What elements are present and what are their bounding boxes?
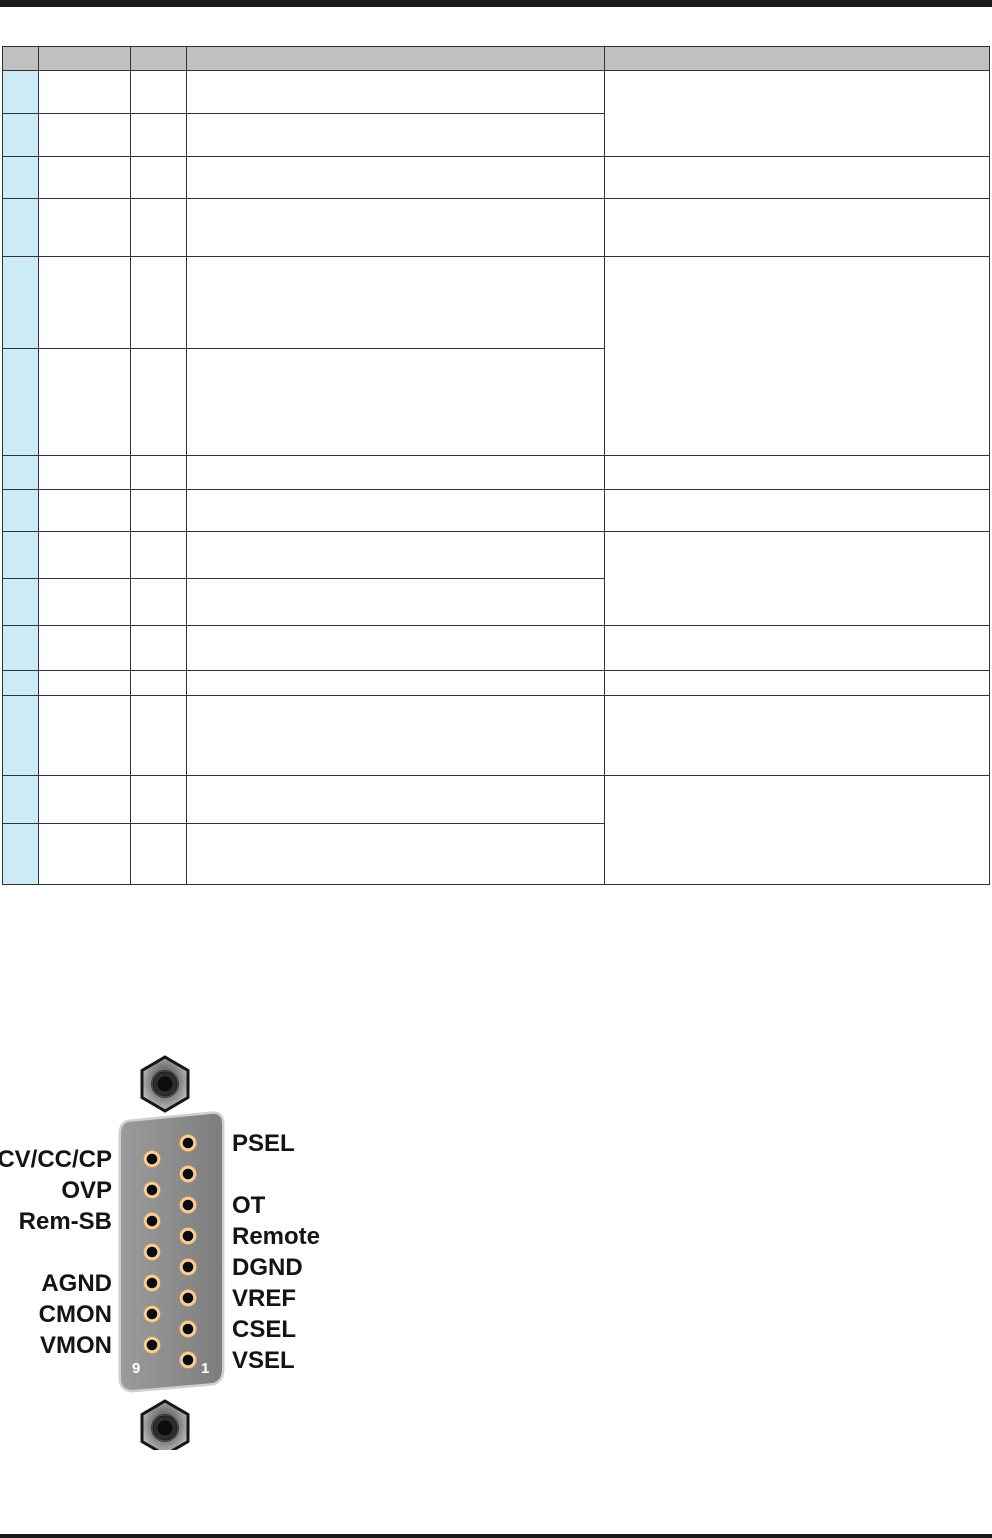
svg-text:AGND: AGND bbox=[41, 1270, 112, 1297]
svg-text:DGND: DGND bbox=[232, 1254, 303, 1281]
svg-text:CV/CC/CP: CV/CC/CP bbox=[0, 1146, 112, 1173]
svg-text:CSEL: CSEL bbox=[232, 1316, 296, 1343]
svg-text:Remote: Remote bbox=[232, 1223, 320, 1250]
svg-text:CMON: CMON bbox=[39, 1301, 112, 1328]
svg-text:1: 1 bbox=[201, 1360, 209, 1377]
svg-text:VREF: VREF bbox=[232, 1285, 296, 1312]
svg-text:OT: OT bbox=[232, 1192, 266, 1219]
svg-text:VSEL: VSEL bbox=[232, 1347, 295, 1374]
svg-text:Rem-SB: Rem-SB bbox=[19, 1208, 112, 1235]
svg-text:OVP: OVP bbox=[61, 1177, 112, 1204]
svg-text:VMON: VMON bbox=[40, 1332, 112, 1359]
svg-text:9: 9 bbox=[132, 1360, 140, 1377]
svg-text:PSEL: PSEL bbox=[232, 1130, 295, 1157]
